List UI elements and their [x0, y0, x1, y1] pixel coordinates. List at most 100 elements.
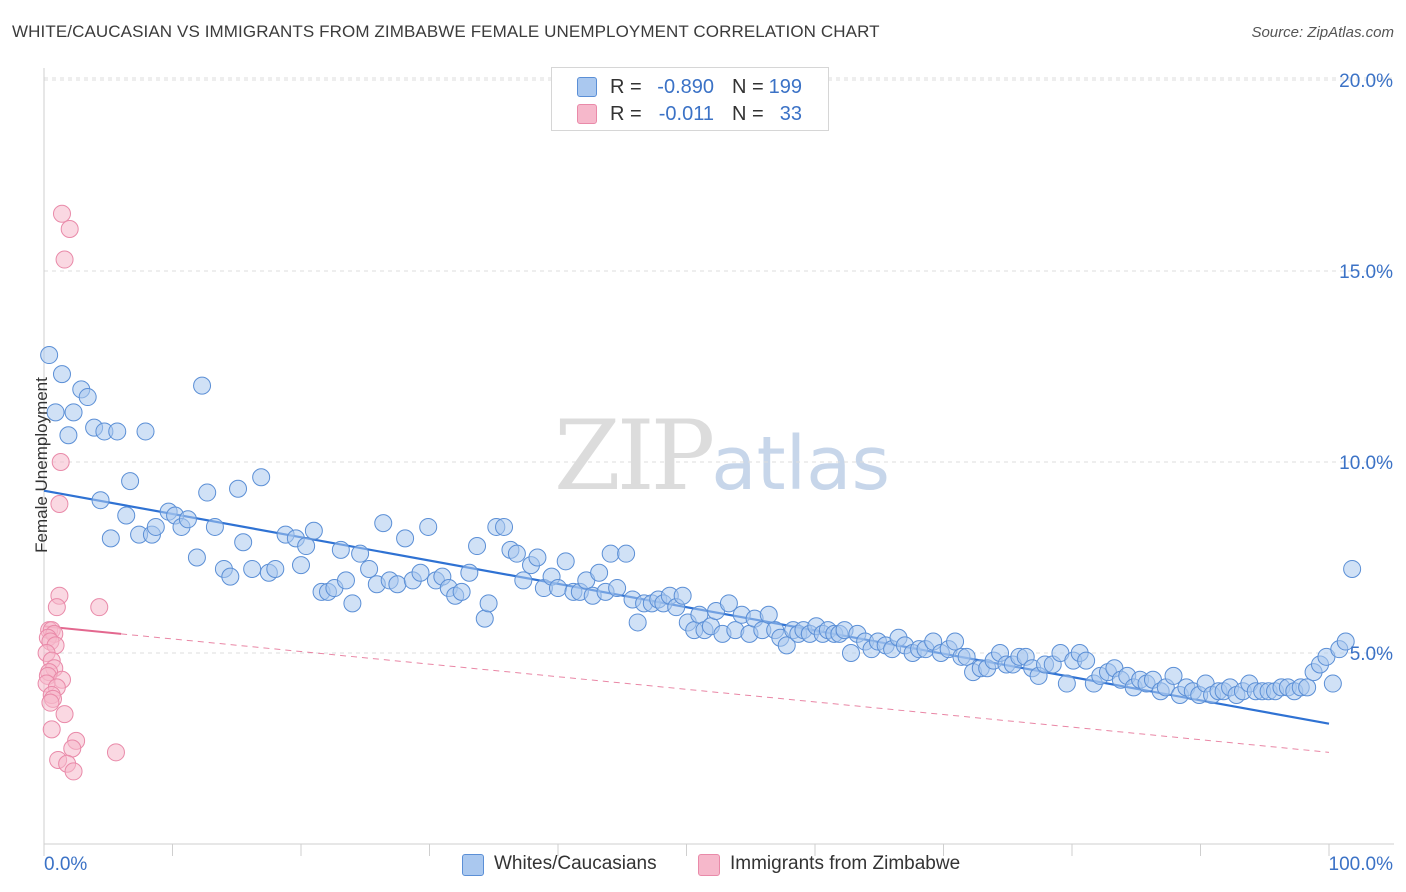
- data-point-whites: [64, 403, 83, 422]
- bottom-legend-swatch-blue: [462, 854, 484, 876]
- data-point-zimbabwe: [60, 219, 79, 238]
- y-tick-label: 10.0%: [1339, 453, 1393, 474]
- data-point-zimbabwe: [42, 720, 61, 739]
- data-point-whites: [117, 506, 136, 525]
- data-point-zimbabwe: [64, 762, 83, 781]
- data-point-whites: [336, 571, 355, 590]
- data-point-whites: [297, 537, 316, 556]
- data-point-whites: [52, 365, 71, 384]
- legend-r-value: -0.890: [657, 76, 714, 98]
- data-point-whites: [234, 533, 253, 552]
- legend-row-whites: R = -0.890 N = 199: [552, 74, 828, 100]
- series-zimbabwe-points: [37, 204, 125, 781]
- data-point-whites: [178, 510, 197, 529]
- data-point-whites: [452, 582, 471, 601]
- data-point-whites: [351, 544, 370, 563]
- data-point-whites: [229, 479, 248, 498]
- data-point-whites: [1336, 632, 1355, 651]
- data-point-zimbabwe: [106, 743, 125, 762]
- data-point-whites: [475, 609, 494, 628]
- data-point-whites: [1298, 678, 1317, 697]
- data-point-whites: [556, 552, 575, 571]
- data-point-whites: [40, 346, 59, 365]
- data-point-zimbabwe: [63, 739, 82, 758]
- tick-labels: 5.0% 10.0% 15.0% 20.0% 0.0% 100.0%: [44, 71, 1393, 875]
- legend-n-label: N =: [732, 76, 764, 98]
- source-label: Source: ZipAtlas.com: [1251, 24, 1394, 41]
- data-point-whites: [136, 422, 155, 441]
- bottom-legend-label: Whites/Caucasians: [494, 853, 657, 874]
- data-point-whites: [243, 559, 262, 578]
- data-point-whites: [419, 517, 438, 536]
- data-point-whites: [221, 567, 240, 586]
- data-point-zimbabwe: [52, 204, 71, 223]
- data-point-whites: [1323, 674, 1342, 693]
- data-point-whites: [292, 556, 310, 575]
- trend-line-zimbabwe-extension: [121, 633, 1330, 753]
- data-point-whites: [46, 403, 65, 422]
- x-tick-label-right: 100.0%: [1329, 854, 1394, 875]
- watermark: ZIPatlas: [554, 400, 890, 512]
- data-point-whites: [146, 517, 165, 536]
- data-point-whites: [946, 632, 965, 651]
- y-tick-label: 5.0%: [1350, 644, 1393, 665]
- data-point-whites: [628, 613, 647, 632]
- data-point-whites: [549, 579, 567, 598]
- data-point-whites: [121, 472, 140, 491]
- legend-n-value: 199: [768, 76, 802, 98]
- data-point-whites: [1164, 666, 1183, 685]
- legend-r-label: R =: [610, 76, 642, 98]
- data-point-whites: [304, 521, 323, 540]
- x-tick-label-left: 0.0%: [44, 854, 87, 875]
- legend-r-value: -0.011: [658, 103, 714, 125]
- data-point-whites: [495, 517, 514, 536]
- legend-row-zimbabwe: R = -0.011 N = 33: [552, 101, 828, 127]
- data-point-whites: [187, 548, 206, 567]
- chart-title: WHITE/CAUCASIAN VS IMMIGRANTS FROM ZIMBA…: [12, 22, 880, 41]
- data-point-whites: [193, 376, 212, 395]
- data-point-whites: [759, 605, 778, 624]
- data-point-whites: [78, 388, 97, 407]
- data-point-whites: [479, 594, 498, 613]
- data-point-whites: [388, 575, 407, 594]
- data-point-whites: [601, 544, 620, 563]
- legend-swatch-pink: [577, 104, 597, 124]
- data-point-whites: [205, 517, 224, 536]
- data-point-whites: [777, 636, 796, 655]
- data-point-whites: [514, 571, 533, 590]
- data-point-whites: [460, 563, 479, 582]
- data-point-whites: [108, 422, 127, 441]
- legend-n-value: 33: [779, 103, 802, 125]
- axes: [43, 68, 1394, 856]
- data-point-zimbabwe: [55, 705, 74, 724]
- data-point-whites: [101, 529, 120, 548]
- data-point-whites: [617, 544, 636, 563]
- data-point-whites: [331, 540, 350, 559]
- correlation-legend: R = -0.890 N = 199 R = -0.011 N = 33: [551, 67, 829, 131]
- data-point-whites: [374, 514, 393, 533]
- data-point-whites: [1057, 674, 1076, 693]
- bottom-legend-label: Immigrants from Zimbabwe: [730, 853, 961, 874]
- data-point-whites: [343, 594, 362, 613]
- legend-swatch-blue: [577, 77, 597, 97]
- data-point-whites: [266, 559, 285, 578]
- data-point-whites: [719, 594, 738, 613]
- data-point-zimbabwe: [55, 250, 74, 269]
- watermark-zip: ZIP: [554, 400, 715, 512]
- data-point-whites: [360, 559, 379, 578]
- data-point-whites: [396, 529, 415, 548]
- data-point-whites: [590, 563, 609, 582]
- data-point-whites: [411, 563, 430, 582]
- data-point-whites: [841, 644, 860, 662]
- data-point-whites: [1077, 651, 1096, 670]
- data-point-zimbabwe: [90, 598, 109, 617]
- data-point-whites: [528, 548, 547, 567]
- series-whites-points: [40, 346, 1362, 705]
- y-tick-label: 15.0%: [1339, 262, 1393, 283]
- data-point-whites: [507, 544, 526, 563]
- watermark-atlas: atlas: [711, 421, 891, 507]
- data-point-whites: [957, 647, 976, 666]
- data-point-whites: [673, 586, 692, 605]
- data-point-zimbabwe: [50, 495, 69, 514]
- data-point-whites: [1343, 559, 1362, 578]
